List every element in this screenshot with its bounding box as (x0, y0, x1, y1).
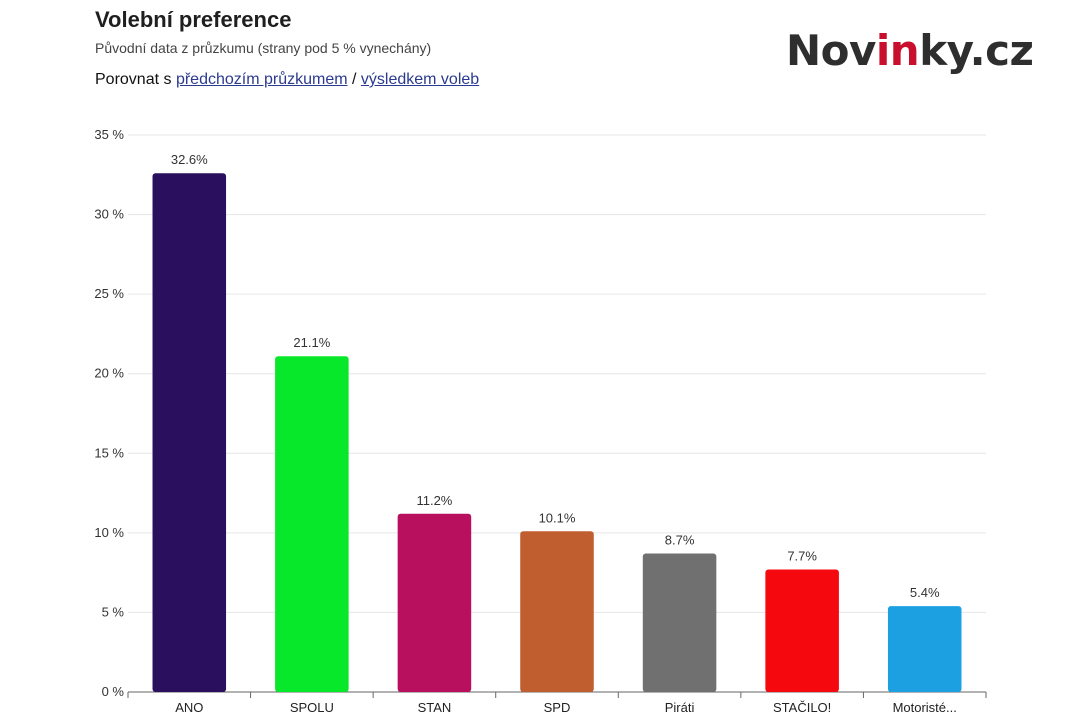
bar (397, 513, 472, 692)
logo-text-start: Nov (786, 26, 876, 75)
bar (642, 553, 717, 692)
y-tick-label: 25 % (94, 286, 124, 301)
data-label: 7.7% (787, 548, 817, 563)
bar (887, 606, 962, 692)
x-tick-label: Motoristé... (893, 700, 957, 715)
bar (275, 356, 349, 692)
data-label: 10.1% (539, 510, 576, 525)
bar (152, 173, 227, 693)
bar (765, 569, 839, 692)
x-tick-label: Piráti (665, 700, 695, 715)
novinky-logo[interactable]: Novinky.cz (786, 26, 1034, 75)
y-tick-label: 30 % (94, 207, 124, 222)
data-label: 32.6% (171, 152, 208, 167)
logo-text-end: ky.cz (919, 26, 1034, 75)
data-label: 21.1% (293, 335, 330, 350)
previous-poll-link[interactable]: předchozím průzkumem (175, 71, 348, 88)
x-tick-label: STAČILO! (773, 700, 831, 715)
y-tick-label: 0 % (102, 684, 125, 699)
compare-line: Porovnat s předchozím průzkumem / výsled… (95, 71, 479, 89)
x-tick-label: SPD (544, 700, 571, 715)
election-result-link[interactable]: výsledkem voleb (360, 71, 480, 88)
y-tick-label: 20 % (94, 366, 124, 381)
x-tick-label: ANO (175, 700, 203, 715)
compare-separator: / (347, 71, 361, 88)
x-tick-label: STAN (418, 700, 452, 715)
chart-subtitle: Původní data z průzkumu (strany pod 5 % … (95, 40, 432, 56)
x-tick-label: SPOLU (290, 700, 334, 715)
bar (520, 531, 594, 692)
y-tick-label: 15 % (94, 445, 124, 460)
data-label: 8.7% (665, 533, 695, 548)
data-label: 11.2% (416, 493, 452, 508)
logo-text-accent: in (875, 26, 920, 75)
compare-prefix: Porovnat s (95, 71, 176, 88)
chart-title: Volební preference (95, 7, 292, 32)
y-tick-label: 35 % (94, 127, 124, 142)
y-tick-label: 10 % (94, 525, 124, 540)
y-tick-label: 5 % (102, 604, 125, 619)
data-label: 5.4% (910, 585, 940, 600)
